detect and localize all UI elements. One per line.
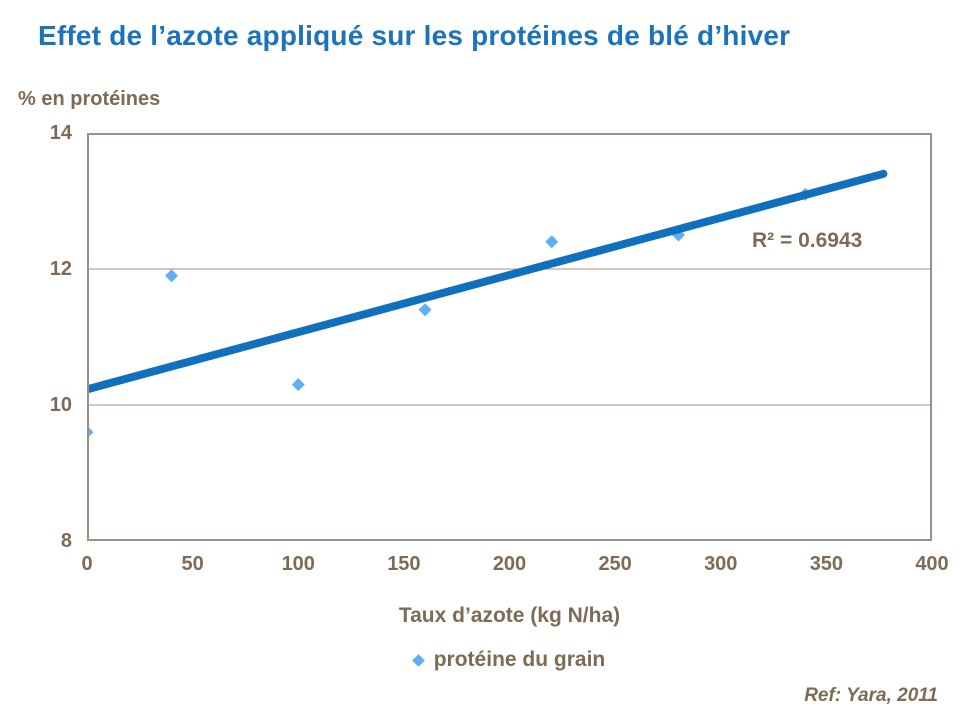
- chart-title: Effet de l’azote appliqué sur les protéi…: [38, 20, 791, 51]
- x-tick-label-150: 150: [387, 553, 421, 575]
- trendline: [83, 169, 888, 394]
- x-tick-label-400: 400: [915, 553, 949, 575]
- r-squared-annotation: R² = 0.6943: [752, 229, 863, 252]
- data-point: [291, 378, 305, 392]
- legend-label: protéine du grain: [433, 648, 606, 671]
- x-tick-label-100: 100: [281, 553, 315, 575]
- x-tick-label-350: 350: [809, 553, 844, 575]
- y-tick-label-12: 12: [49, 258, 72, 280]
- y-tick-label-14: 14: [49, 122, 72, 144]
- x-axis-title: Taux d’azote (kg N/ha): [398, 604, 621, 627]
- x-tick-label-300: 300: [704, 553, 738, 575]
- y-tick-label-10: 10: [49, 394, 72, 416]
- x-tick-label-200: 200: [492, 553, 527, 575]
- legend-diamond-icon: [411, 653, 425, 667]
- reference-text: Ref: Yara, 2011: [804, 685, 938, 706]
- x-tick-label-50: 50: [181, 553, 204, 575]
- y-tick-label-8: 8: [60, 530, 72, 552]
- y-axis-label: % en protéines: [18, 88, 161, 110]
- data-point: [418, 303, 432, 317]
- data-point: [545, 235, 559, 249]
- x-tick-label-0: 0: [81, 553, 93, 575]
- x-tick-label-250: 250: [598, 553, 632, 575]
- chart-canvas: [80, 133, 932, 541]
- data-point: [165, 269, 178, 283]
- plot-area: [80, 133, 932, 541]
- legend: protéine du grain: [87, 648, 932, 672]
- plot-border: [87, 133, 932, 541]
